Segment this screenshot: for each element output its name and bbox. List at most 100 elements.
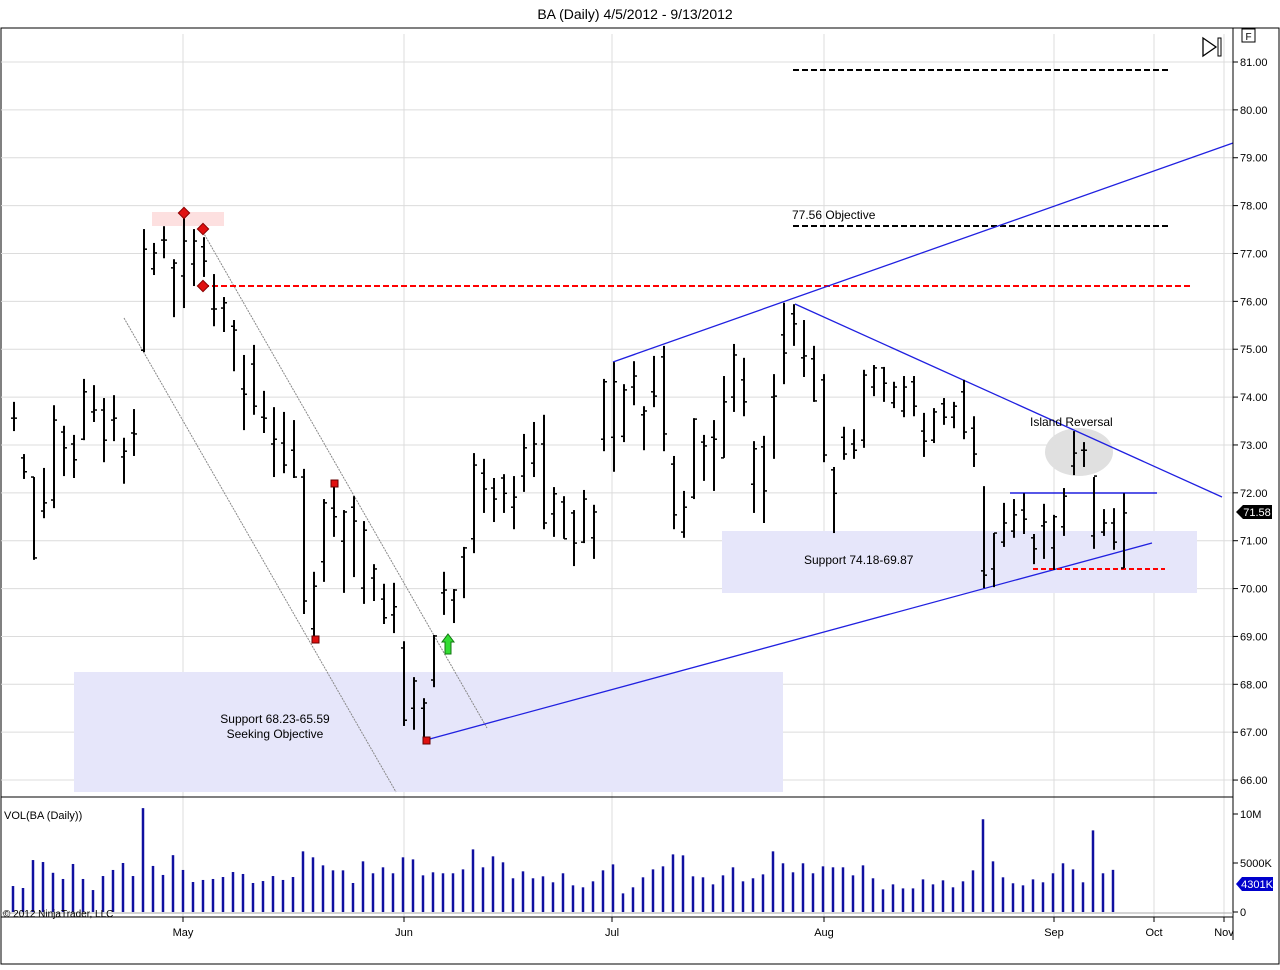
diamond-marker[interactable]	[196, 222, 210, 236]
ohlc-bar[interactable]	[451, 589, 457, 624]
ohlc-bar[interactable]	[731, 343, 737, 412]
ohlc-bar[interactable]	[531, 421, 537, 478]
ohlc-bar[interactable]	[221, 297, 227, 332]
ohlc-bar[interactable]	[1051, 514, 1057, 570]
ohlc-bar[interactable]	[11, 401, 17, 432]
ohlc-bar[interactable]	[411, 677, 417, 730]
ohlc-bar[interactable]	[111, 395, 117, 442]
ohlc-bar[interactable]	[621, 384, 627, 443]
ohlc-bar[interactable]	[351, 496, 357, 578]
ohlc-bar[interactable]	[901, 376, 907, 418]
ohlc-bar[interactable]	[361, 521, 367, 604]
ohlc-bar[interactable]	[131, 409, 137, 456]
ohlc-bar[interactable]	[341, 510, 347, 593]
ohlc-bar[interactable]	[981, 486, 987, 589]
ohlc-bar[interactable]	[831, 466, 837, 534]
ohlc-bar[interactable]	[791, 304, 797, 346]
ohlc-bar[interactable]	[961, 379, 967, 440]
channel-line-lower[interactable]	[123, 317, 397, 793]
trendline-descending[interactable]	[794, 303, 1223, 498]
ohlc-bar[interactable]	[951, 401, 957, 429]
ohlc-bar[interactable]	[781, 302, 787, 385]
ohlc-bar[interactable]	[321, 499, 327, 582]
top-highlight-zone[interactable]	[152, 212, 224, 226]
ohlc-bar[interactable]	[591, 504, 597, 559]
ohlc-bar[interactable]	[241, 354, 247, 431]
ohlc-bar[interactable]	[691, 418, 697, 500]
ohlc-bar[interactable]	[211, 274, 217, 327]
ohlc-bar[interactable]	[651, 355, 657, 408]
ohlc-bar[interactable]	[1101, 509, 1107, 536]
ohlc-bar[interactable]	[631, 361, 637, 406]
support-zone-lower[interactable]	[74, 672, 783, 792]
ohlc-bar[interactable]	[441, 571, 447, 615]
diamond-marker[interactable]	[196, 279, 210, 293]
ohlc-bar[interactable]	[371, 564, 377, 602]
channel-line-upper[interactable]	[202, 231, 488, 729]
ohlc-bar[interactable]	[481, 458, 487, 513]
ohlc-bar[interactable]	[511, 476, 517, 530]
ohlc-bar[interactable]	[61, 425, 67, 477]
square-marker[interactable]	[311, 635, 320, 644]
ohlc-bar[interactable]	[21, 454, 27, 479]
ohlc-bar[interactable]	[771, 374, 777, 459]
ohlc-bar[interactable]	[501, 474, 507, 513]
ohlc-bar[interactable]	[1071, 431, 1077, 476]
ohlc-bar[interactable]	[491, 477, 497, 523]
ohlc-bar[interactable]	[801, 320, 807, 377]
ohlc-bar[interactable]	[1031, 533, 1037, 565]
ohlc-bar[interactable]	[641, 406, 647, 451]
ohlc-bar[interactable]	[761, 435, 767, 523]
ohlc-bar[interactable]	[711, 420, 717, 491]
ohlc-bar[interactable]	[81, 378, 87, 441]
ohlc-bar[interactable]	[1001, 502, 1007, 547]
square-marker[interactable]	[422, 736, 431, 745]
ohlc-bar[interactable]	[881, 366, 887, 402]
ohlc-bar[interactable]	[151, 242, 157, 276]
ohlc-bar[interactable]	[331, 479, 337, 537]
support-zone-upper[interactable]	[722, 531, 1197, 593]
ohlc-bar[interactable]	[1021, 493, 1027, 534]
ohlc-bar[interactable]	[471, 453, 477, 554]
ohlc-bar[interactable]	[991, 532, 997, 588]
ohlc-bar[interactable]	[871, 365, 877, 397]
ohlc-bar[interactable]	[701, 434, 707, 481]
ohlc-bar[interactable]	[581, 489, 587, 544]
ohlc-bar[interactable]	[841, 426, 847, 460]
ohlc-bar[interactable]	[171, 259, 177, 318]
ohlc-bar[interactable]	[41, 467, 47, 519]
ohlc-bar[interactable]	[821, 374, 827, 463]
ohlc-bar[interactable]	[281, 411, 287, 474]
ohlc-bar[interactable]	[271, 407, 277, 478]
ohlc-bar[interactable]	[71, 434, 77, 478]
trendline-upper-channel[interactable]	[612, 142, 1234, 363]
ohlc-bar[interactable]	[601, 378, 607, 452]
ohlc-bar[interactable]	[911, 376, 917, 417]
island-reversal-ellipse[interactable]	[1045, 428, 1113, 476]
ohlc-bar[interactable]	[861, 369, 867, 448]
ohlc-bar[interactable]	[1121, 493, 1127, 569]
ohlc-bar[interactable]	[1041, 503, 1047, 559]
square-marker[interactable]	[330, 479, 339, 488]
ohlc-bar[interactable]	[291, 420, 297, 478]
ohlc-bar[interactable]	[931, 408, 937, 444]
ohlc-bar[interactable]	[461, 546, 467, 599]
ohlc-bar[interactable]	[191, 229, 197, 287]
ohlc-bar[interactable]	[251, 344, 257, 415]
ohlc-bar[interactable]	[421, 698, 427, 740]
ohlc-bar[interactable]	[381, 583, 387, 624]
ohlc-bar[interactable]	[751, 441, 757, 513]
ohlc-bar[interactable]	[181, 213, 187, 309]
ohlc-bar[interactable]	[891, 381, 897, 409]
ohlc-bar[interactable]	[161, 226, 167, 259]
ohlc-bar[interactable]	[921, 412, 927, 457]
ohlc-bar[interactable]	[1091, 475, 1097, 549]
ohlc-bar[interactable]	[1081, 442, 1087, 467]
ohlc-bar[interactable]	[261, 390, 267, 433]
ohlc-bar[interactable]	[431, 635, 437, 688]
ohlc-bar[interactable]	[741, 357, 747, 417]
ohlc-bar[interactable]	[681, 490, 687, 538]
ohlc-bar[interactable]	[721, 376, 727, 459]
ohlc-bar[interactable]	[311, 571, 317, 638]
ohlc-bar[interactable]	[611, 362, 617, 472]
